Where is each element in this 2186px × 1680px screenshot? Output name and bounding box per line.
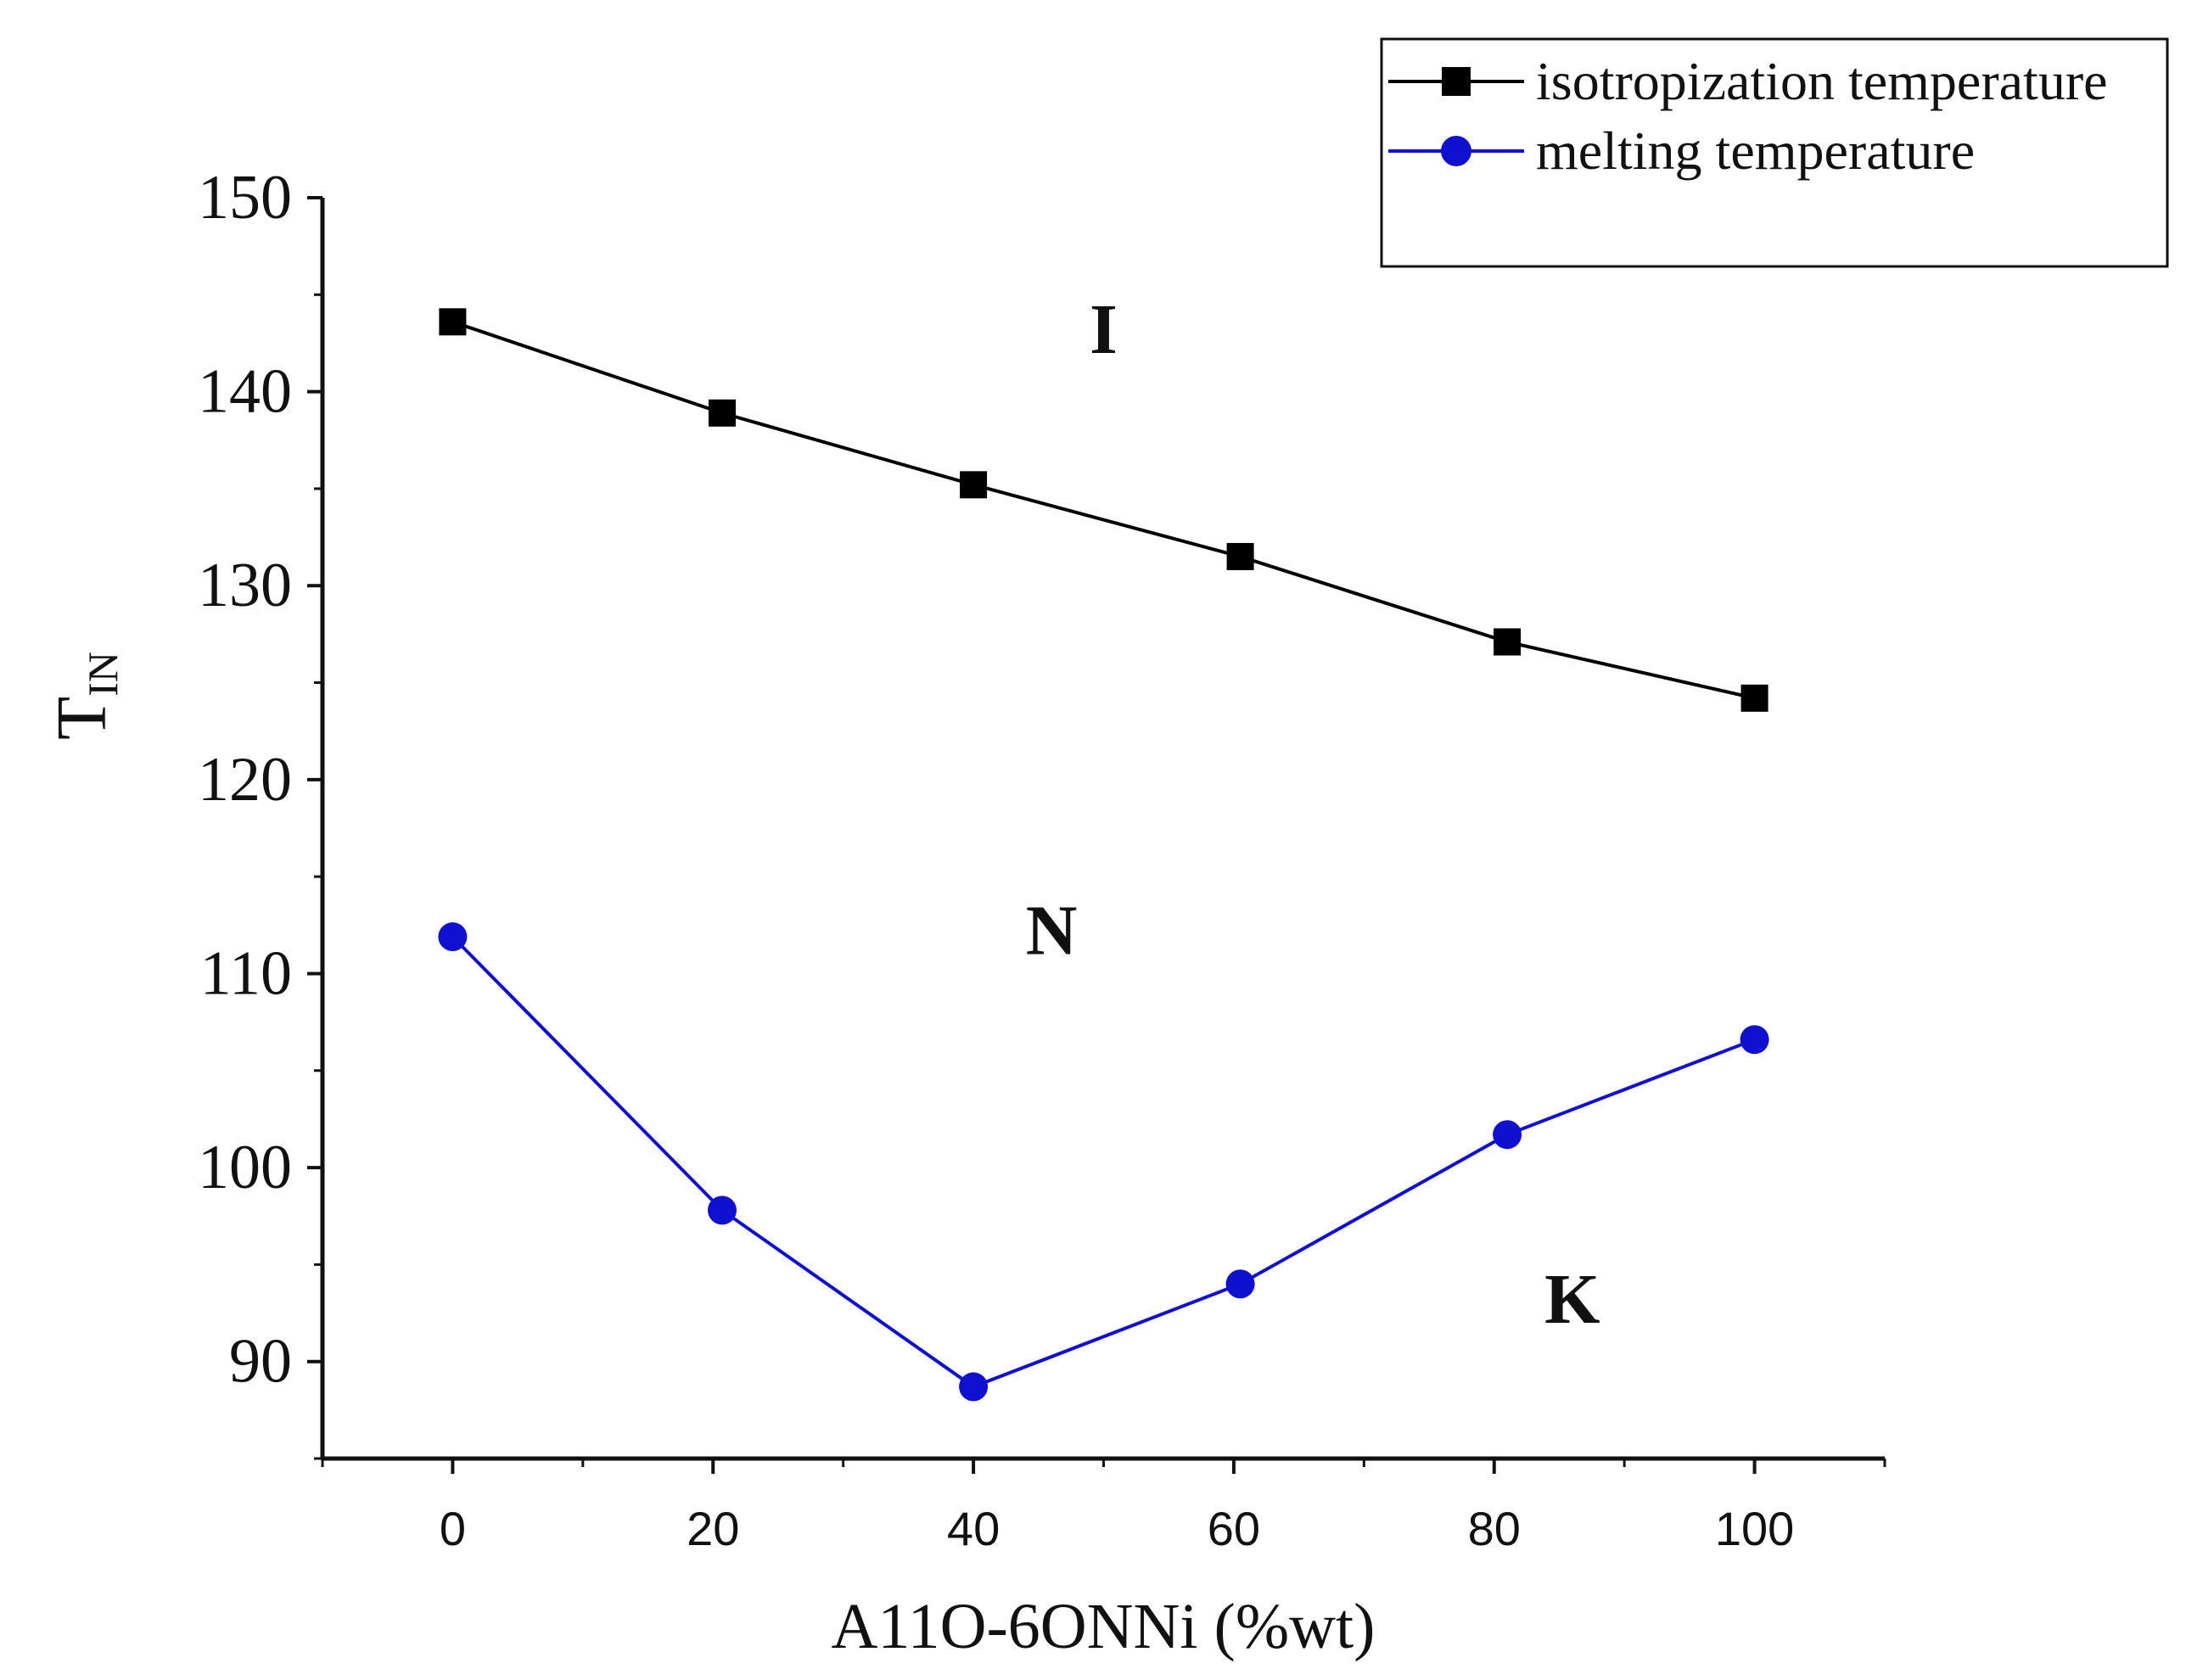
isotropization-point bbox=[1226, 542, 1254, 570]
isotropization-point bbox=[960, 471, 988, 499]
x-ticks: 0 20 40 60 80 100 bbox=[321, 1459, 1886, 1555]
legend-marker-circle bbox=[1441, 136, 1471, 166]
melting-point bbox=[707, 1196, 737, 1225]
isotropization-point bbox=[1494, 628, 1522, 656]
y-tick-label: 100 bbox=[198, 1133, 292, 1202]
region-label-K: K bbox=[1544, 1260, 1600, 1339]
y-axis-title-main: T bbox=[42, 697, 121, 740]
region-label-I: I bbox=[1090, 290, 1118, 369]
y-tick-label: 90 bbox=[229, 1327, 292, 1397]
y-tick-label: 150 bbox=[198, 163, 292, 232]
isotropization-point bbox=[439, 308, 467, 336]
series-line-0 bbox=[451, 320, 1756, 700]
x-tick-label: 20 bbox=[687, 1502, 739, 1555]
legend: isotropization temperature melting tempe… bbox=[1380, 37, 2169, 268]
y-axis-title-sub: IN bbox=[79, 652, 126, 697]
legend-label-melting: melting temperature bbox=[1536, 120, 1975, 181]
legend-label-isotropization: isotropization temperature bbox=[1536, 51, 2108, 111]
y-tick-label: 140 bbox=[198, 357, 292, 427]
melting-point bbox=[1493, 1120, 1522, 1150]
y-tick-label: 120 bbox=[198, 745, 292, 815]
x-axis-title: A11O-6ONNi (%wt) bbox=[832, 1591, 1376, 1662]
y-ticks: 90 100 110 120 130 140 150 bbox=[198, 163, 322, 1460]
x-tick-label: 0 bbox=[440, 1502, 466, 1555]
melting-point bbox=[438, 922, 468, 952]
series-line-1 bbox=[451, 935, 1756, 1389]
annotation-layer: I N K bbox=[1026, 290, 1600, 1339]
x-tick-label: 40 bbox=[947, 1502, 1000, 1555]
y-tick-label: 130 bbox=[198, 551, 292, 620]
legend-marker-square bbox=[1442, 67, 1471, 96]
y-tick-label: 110 bbox=[200, 938, 292, 1008]
melting-point bbox=[1225, 1269, 1255, 1299]
x-tick-label: 100 bbox=[1715, 1502, 1794, 1555]
axes bbox=[320, 198, 1885, 1461]
x-tick-label: 60 bbox=[1208, 1502, 1260, 1555]
svg-text:TIN: TIN bbox=[42, 652, 126, 740]
melting-point bbox=[1740, 1025, 1769, 1055]
x-tick-label: 80 bbox=[1468, 1502, 1521, 1555]
isotropization-point bbox=[708, 399, 736, 427]
melting-point bbox=[959, 1372, 989, 1402]
isotropization-point bbox=[1740, 684, 1768, 712]
y-axis-title: TIN bbox=[42, 652, 126, 740]
series-layer bbox=[438, 308, 1769, 1402]
region-label-N: N bbox=[1026, 892, 1078, 971]
